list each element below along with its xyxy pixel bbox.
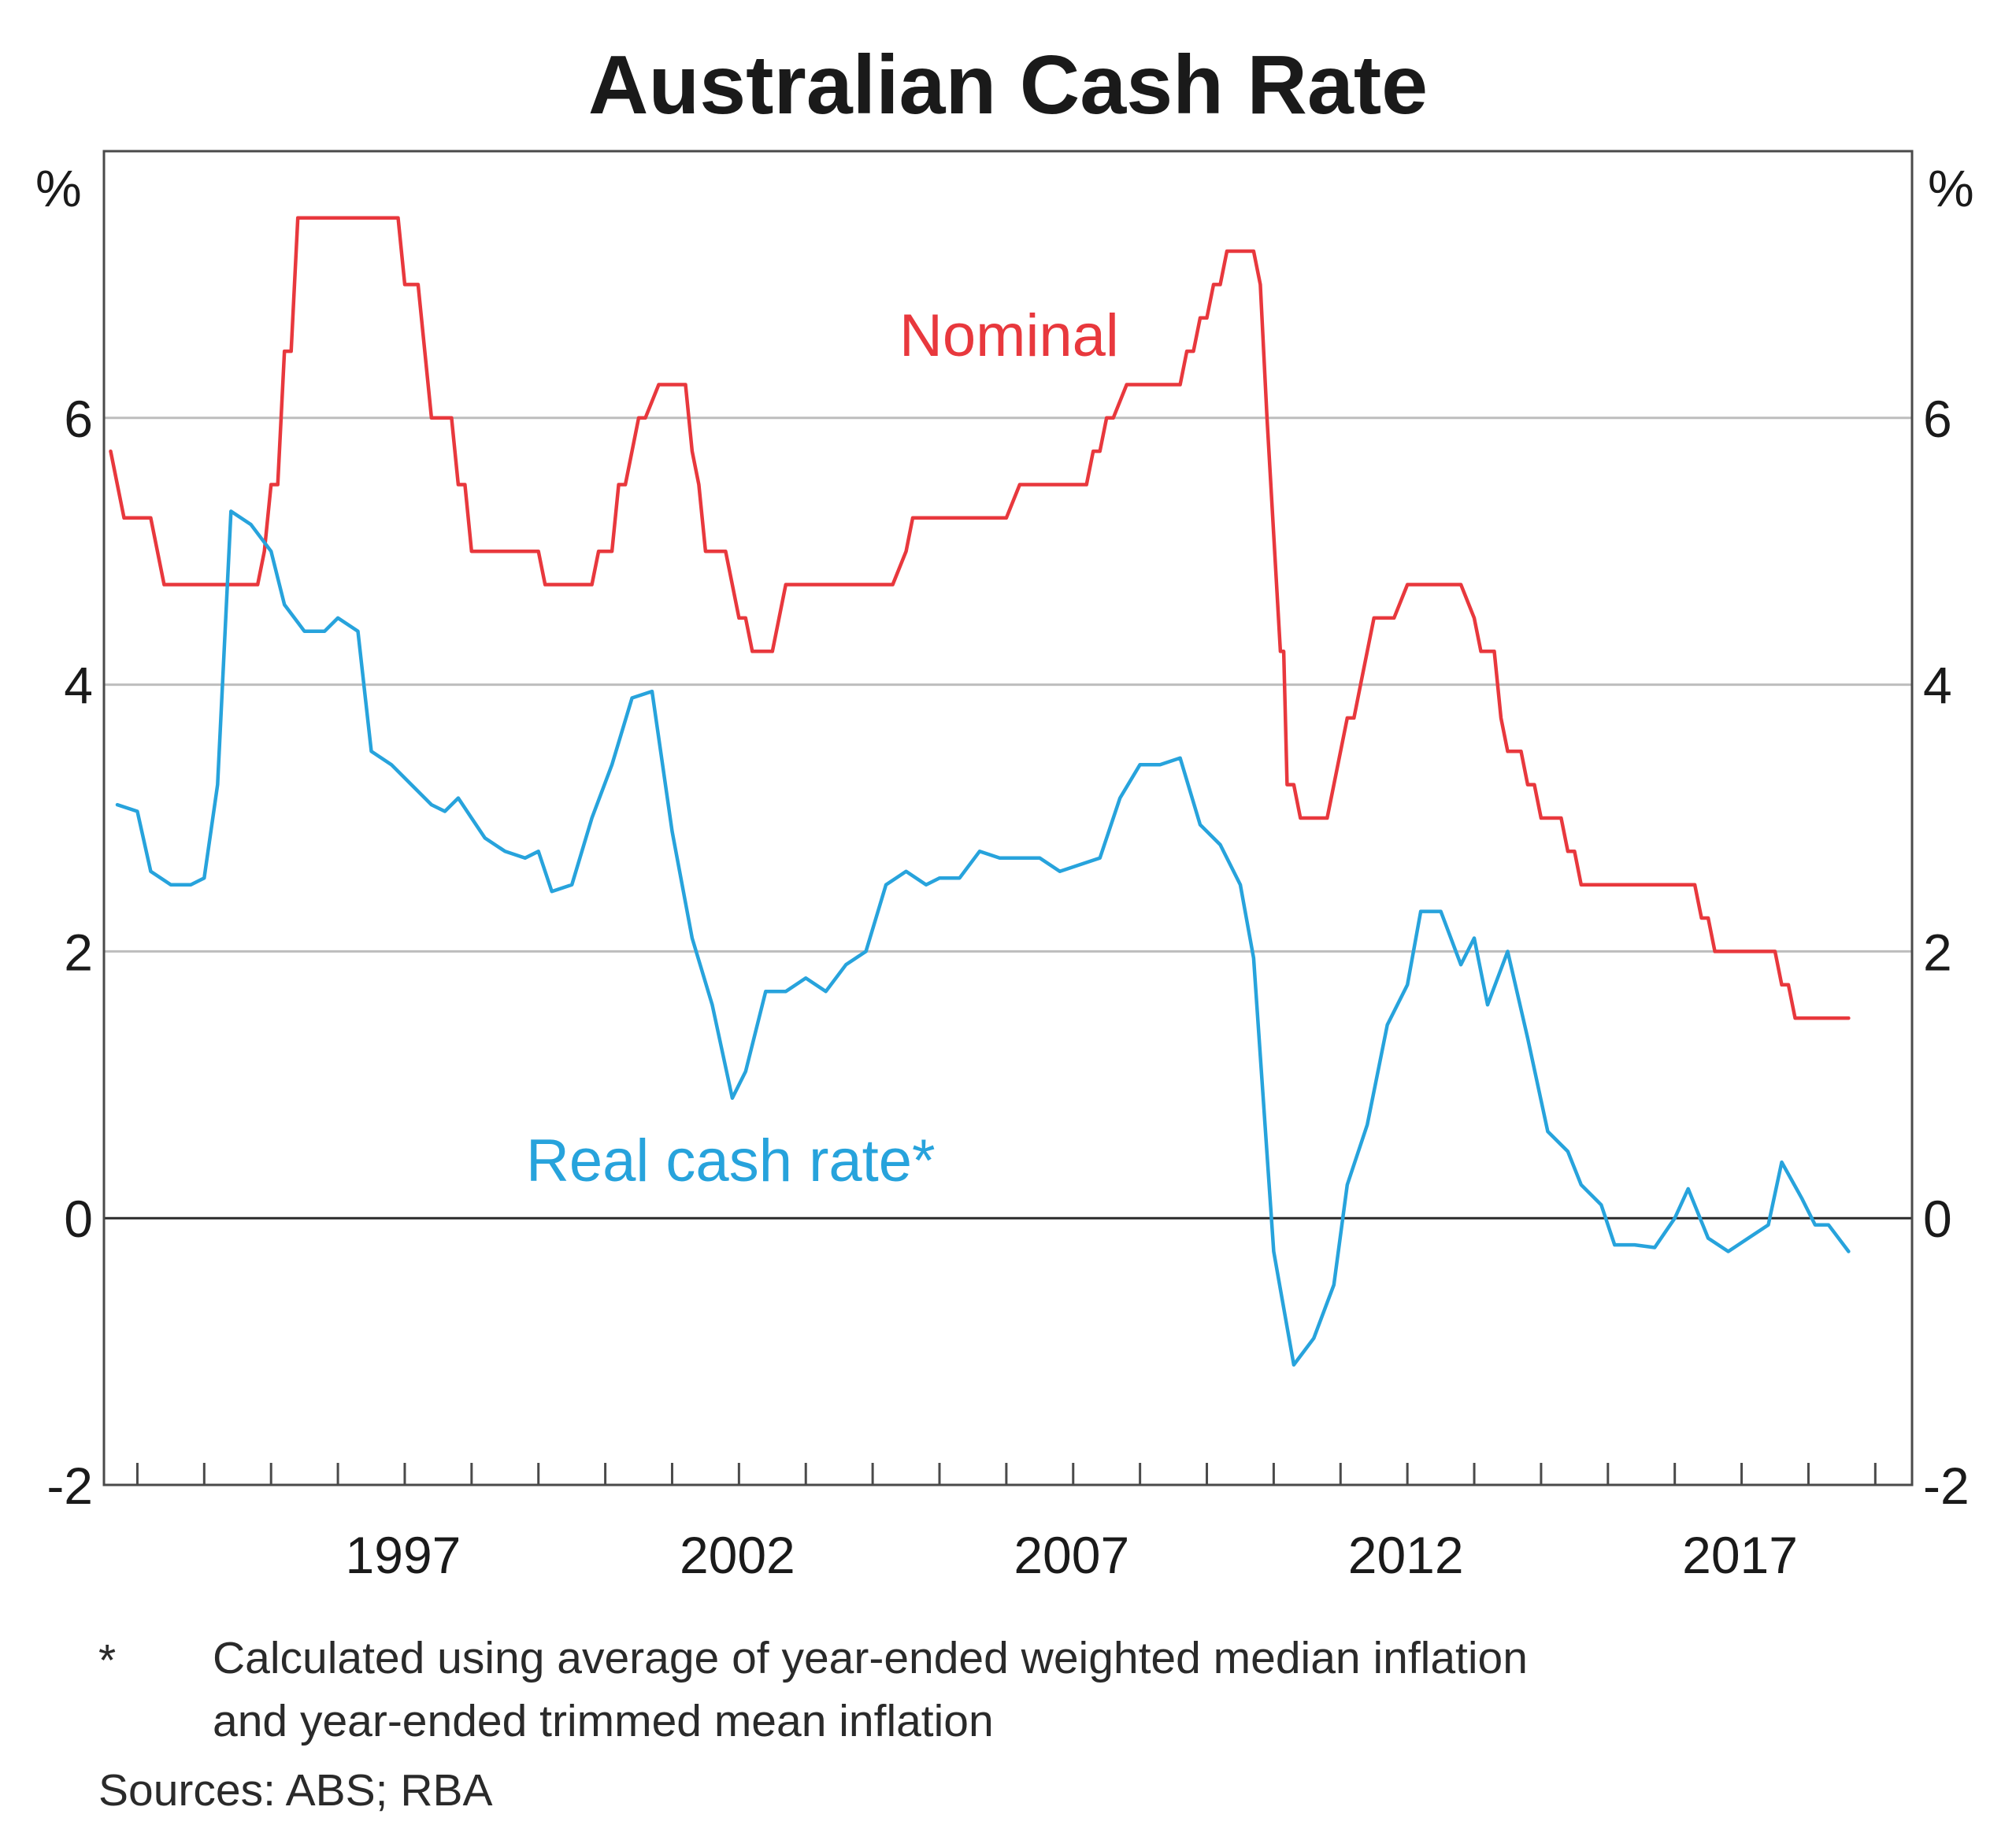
x-tick-label: 2012 bbox=[1348, 1526, 1464, 1584]
y-axis: -2 -2 0 0 2 2 4 4 6 6 bbox=[46, 390, 1969, 1515]
y-tick-label-left: 0 bbox=[64, 1190, 93, 1248]
series-line-real-cash-rate bbox=[115, 509, 1851, 1367]
gridlines bbox=[104, 416, 1912, 1220]
x-tick-label: 2002 bbox=[680, 1526, 795, 1584]
y-unit-right: % bbox=[1928, 159, 1974, 217]
y-tick-label-left: -2 bbox=[46, 1457, 93, 1515]
x-axis: 1997 2002 2007 2012 2017 bbox=[135, 1463, 1877, 1584]
y-tick-label-right: 0 bbox=[1923, 1190, 1952, 1248]
y-unit-left: % bbox=[35, 159, 82, 217]
y-tick-label-right: 4 bbox=[1923, 657, 1952, 715]
y-tick-label-right: 2 bbox=[1923, 923, 1952, 981]
sources-note: Sources: ABS; RBA bbox=[98, 1765, 493, 1816]
y-tick-label-left: 2 bbox=[64, 923, 93, 981]
y-tick-label-right: -2 bbox=[1923, 1457, 1970, 1515]
x-tick-label: 1997 bbox=[346, 1526, 461, 1584]
x-tick-label: 2007 bbox=[1014, 1526, 1129, 1584]
y-tick-label-left: 4 bbox=[64, 657, 93, 715]
footnote-line-2: and year-ended trimmed mean inflation bbox=[213, 1696, 994, 1746]
nominal-series-label: Nominal bbox=[899, 302, 1119, 369]
plot-frame bbox=[102, 150, 1914, 1486]
footnote-line-1: Calculated using average of year-ended w… bbox=[213, 1633, 1528, 1683]
series-line-nominal bbox=[109, 216, 1851, 1020]
chart-title: Australian Cash Rate bbox=[587, 39, 1429, 131]
real-series-label: Real cash rate* bbox=[526, 1127, 936, 1194]
footnote-marker: * bbox=[98, 1635, 117, 1686]
x-tick-label: 2017 bbox=[1682, 1526, 1798, 1584]
series-lines bbox=[109, 216, 1851, 1367]
y-tick-label-right: 6 bbox=[1923, 390, 1952, 448]
y-tick-label-left: 6 bbox=[64, 390, 93, 448]
